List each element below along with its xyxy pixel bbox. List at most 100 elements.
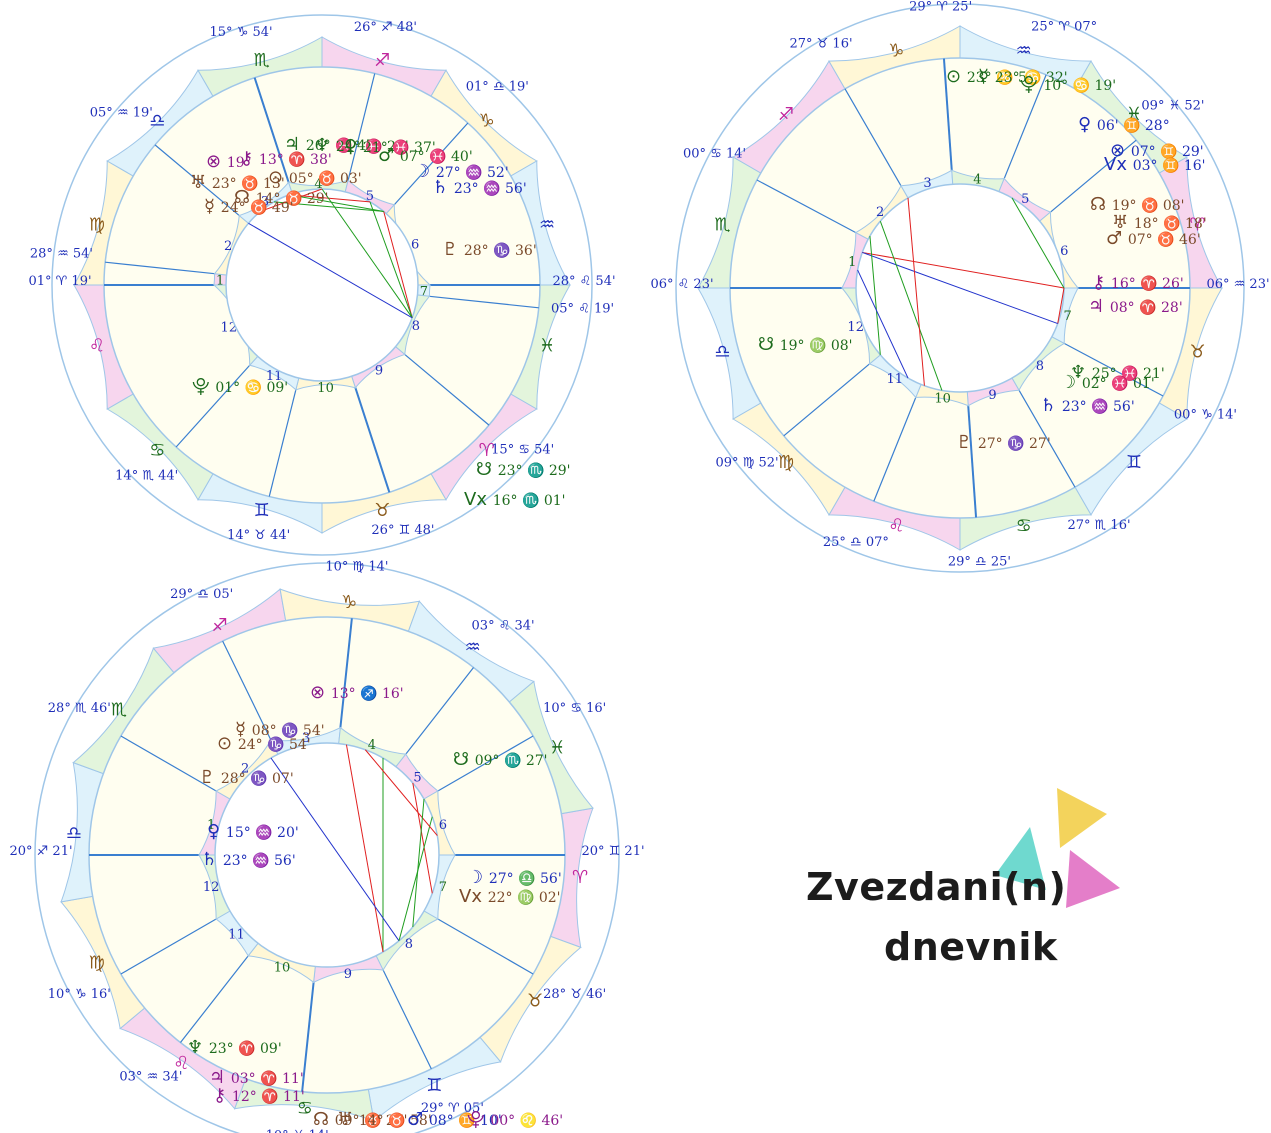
cusp-sign-icon: ♋: [710, 146, 722, 161]
cusp-degree: 26°: [354, 20, 381, 35]
house-cusp-2: [120, 735, 217, 792]
aspect-line-6: [260, 188, 323, 212]
scorpio-icon: ♏: [111, 699, 127, 720]
cusp-sign-icon: ♑: [1201, 408, 1213, 423]
cusp-degree: 28°: [552, 274, 579, 289]
cusp-label: 28° ♉ 46': [543, 987, 606, 1002]
planet-placement: ☽ 27° ♎ 56': [467, 867, 562, 888]
planet-placement: ⚷ 16° ♈ 26': [1092, 272, 1184, 293]
house-cusp-11: [873, 397, 917, 502]
cusp-minute: 23': [1245, 277, 1269, 292]
aspect-line-7: [412, 798, 425, 928]
house-number-11: 11: [886, 372, 903, 387]
planet-icon: ☋: [453, 749, 475, 770]
planet-icon: ♄: [432, 177, 454, 198]
planet-position: 23° ♋ 32': [995, 69, 1068, 86]
planet-icon: ⚷: [213, 1085, 232, 1106]
house-number-6: 6: [439, 818, 447, 833]
cusp-degree: 00°: [1174, 408, 1201, 423]
planet-position: 24° ♓ 23': [336, 138, 409, 155]
house-cusp-5: [347, 73, 376, 181]
planet-position: 23° ♋ 56': [967, 69, 1040, 86]
planet-placement: ☊ 14° ♉ 29': [234, 187, 329, 208]
cusp-degree: 10°: [325, 560, 352, 575]
cusp-sign-icon: ♎: [493, 79, 505, 94]
planet-position: 03° ♊ 16': [1133, 157, 1206, 174]
cusp-label: 25° ♈ 07°: [1031, 19, 1097, 34]
cusp-label: 14° ♏ 44': [115, 469, 178, 484]
cusp-label: 28° ♌ 54': [552, 274, 615, 289]
aspect-line-4: [412, 782, 433, 894]
cusp-degree: 06°: [650, 277, 677, 292]
aspect-line-4: [862, 251, 1058, 325]
planet-placement: ♀ 15° ♒ 20': [207, 821, 299, 842]
planet-position: 07° ♉ 46': [1128, 231, 1201, 248]
cusp-label: 29° ♈ 25': [909, 0, 972, 15]
cusp-minute: 48': [393, 20, 417, 35]
cusp-minute: 14': [1213, 408, 1237, 423]
logo-triangle-teal: [995, 827, 1046, 890]
planet-icon: ♃: [1088, 296, 1110, 317]
planet-icon: ♄: [201, 849, 223, 870]
pisces-icon: ♓: [539, 335, 555, 356]
planet-placement: ☋ 23° ♏ 29': [476, 459, 571, 480]
house-cusp-3: [154, 144, 240, 217]
aries-icon: ♈: [1190, 214, 1206, 235]
aries-icon: ♈: [572, 867, 588, 888]
planet-placement: ☊ 19° ♉ 08': [1090, 194, 1185, 215]
planet-position: 24° ♉ 49': [221, 199, 294, 216]
house-cusp-10: [301, 982, 315, 1092]
cusp-degree: 05°: [551, 301, 578, 316]
logo-triangle-yellow: [1057, 788, 1107, 848]
cusp-minute: 44': [266, 528, 290, 543]
cusp-minute: 05': [209, 587, 233, 602]
planet-icon: ⊗: [310, 682, 331, 703]
cusp-minute: 16': [1106, 518, 1130, 533]
cusp-sign-icon: ♌: [578, 301, 590, 316]
planet-position: 23° ♒ 56': [223, 852, 296, 869]
planet-icon: ☽: [1060, 372, 1082, 393]
planet-icon: ☿: [978, 66, 995, 87]
cusp-label: 03° ♒ 34': [119, 1069, 182, 1084]
cusp-degree: 06°: [1206, 277, 1233, 292]
cusp-minute: 54': [69, 247, 93, 262]
planet-position: 02° ♓ 01': [1082, 375, 1155, 392]
cusp-degree: 29°: [909, 0, 936, 15]
cusp-minute: 14': [304, 1128, 328, 1133]
planet-position: 13° ♈ 38': [259, 151, 332, 168]
cusp-label: 14° ♉ 44': [227, 528, 290, 543]
planet-placement: Vx 03° ♊ 16': [1104, 154, 1206, 175]
cusp-sign-icon: ♈: [936, 0, 948, 15]
cancer-icon: ♋: [297, 1098, 313, 1119]
planet-icon: ♆: [187, 1037, 209, 1058]
planet-icon: ☿: [204, 196, 221, 217]
cusp-minute: 14': [722, 146, 746, 161]
cusp-label: 28° ♒ 54': [30, 247, 93, 262]
scorpio-icon: ♏: [714, 214, 730, 235]
planet-position: 08° ♈ 28': [1110, 299, 1183, 316]
cusp-sign-icon: ♋: [570, 701, 582, 716]
planet-icon: ⊙: [268, 167, 289, 188]
house-number-7: 7: [1064, 309, 1072, 324]
cancer-icon: ♋: [149, 440, 165, 461]
gemini-icon: ♊: [254, 500, 270, 521]
cusp-sign-icon: ♒: [147, 1069, 159, 1084]
planet-icon: ♆: [1070, 362, 1092, 383]
cusp-label: 20° ♐ 21': [9, 844, 72, 859]
cusp-degree: 29°: [421, 1101, 448, 1116]
cusp-label: 10° ♍ 14': [325, 560, 388, 575]
cusp-sign-icon: ♊: [399, 523, 411, 538]
house-number-12: 12: [847, 320, 864, 335]
cusp-degree: 15°: [491, 442, 518, 457]
house-number-1: 1: [207, 818, 215, 833]
cusp-sign-icon: ♍: [743, 456, 755, 471]
planet-position: 10° ♋ 19': [1043, 77, 1116, 94]
planet-position: 06' ♊ 28°: [1097, 117, 1170, 134]
libra-icon: ♎: [714, 342, 730, 363]
cusp-degree: 25°: [823, 535, 850, 550]
cusp-label: 10° ♋ 16': [543, 701, 606, 716]
virgo-icon: ♍: [89, 215, 105, 236]
planet-icon: ♀: [1078, 114, 1097, 135]
planet-icon: ☿: [235, 719, 252, 740]
